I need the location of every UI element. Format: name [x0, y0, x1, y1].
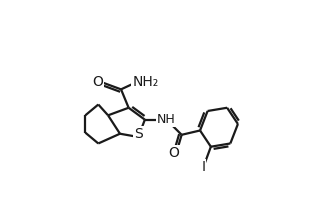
Text: O: O — [168, 146, 179, 160]
Text: S: S — [134, 127, 143, 141]
Text: NH: NH — [157, 113, 176, 126]
Text: NH₂: NH₂ — [132, 75, 159, 89]
Text: I: I — [201, 160, 205, 174]
Text: O: O — [92, 75, 103, 89]
